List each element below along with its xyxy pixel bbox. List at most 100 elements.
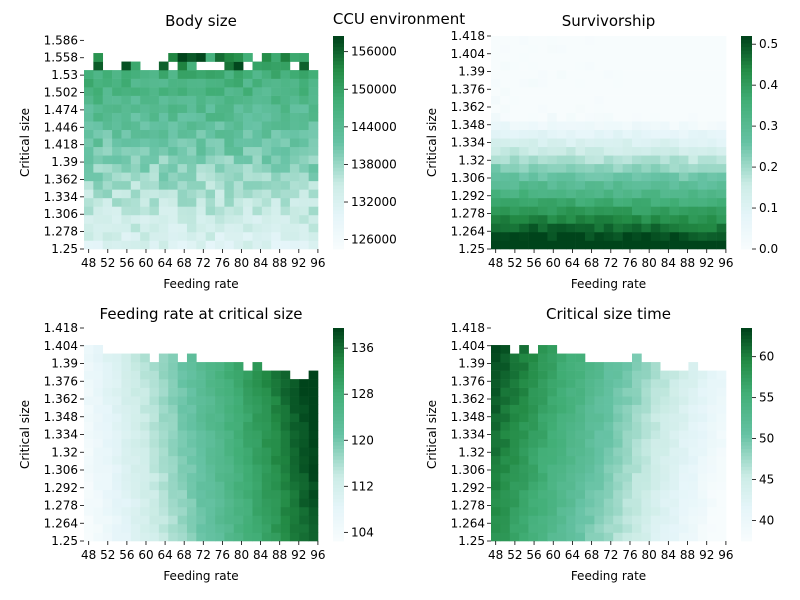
heatmap-cell bbox=[622, 223, 633, 233]
heatmap-cell bbox=[121, 489, 132, 499]
heatmap-cell bbox=[186, 506, 197, 516]
heatmap-cell bbox=[112, 70, 122, 79]
heatmap-cell bbox=[622, 240, 633, 250]
heatmap-cell bbox=[491, 129, 501, 139]
heatmap-cell bbox=[168, 163, 178, 173]
heatmap-cell bbox=[641, 404, 652, 414]
heatmap-cell bbox=[93, 155, 104, 165]
colorbar-segment bbox=[741, 331, 752, 336]
heatmap-cell bbox=[261, 78, 272, 88]
heatmap-cell bbox=[243, 506, 253, 516]
heatmap-cell bbox=[716, 197, 727, 207]
colorbar-segment bbox=[333, 121, 344, 126]
heatmap-cell bbox=[140, 413, 150, 423]
heatmap-cell bbox=[538, 345, 548, 354]
heatmap-cell bbox=[289, 189, 300, 199]
heatmap-cell bbox=[528, 421, 539, 431]
heatmap-cell bbox=[519, 532, 529, 542]
heatmap-cell bbox=[215, 438, 225, 448]
heatmap-cell bbox=[575, 447, 586, 457]
heatmap-cell bbox=[299, 112, 309, 122]
heatmap-cell bbox=[299, 447, 309, 457]
heatmap-cell bbox=[261, 413, 272, 423]
heatmap-cell bbox=[566, 404, 576, 414]
heatmap-cell bbox=[308, 163, 319, 173]
colorbar-segment bbox=[741, 135, 752, 140]
heatmap-cell bbox=[613, 506, 623, 516]
heatmap-cell bbox=[271, 129, 281, 139]
heatmap-cell bbox=[688, 498, 699, 508]
heatmap-cell bbox=[177, 155, 188, 165]
x-tick-label: 64 bbox=[565, 256, 580, 270]
heatmap-cell bbox=[280, 112, 291, 122]
heatmap-cell bbox=[575, 36, 586, 45]
heatmap-cell bbox=[632, 78, 642, 88]
heatmap-cell bbox=[538, 121, 548, 131]
heatmap-cell bbox=[594, 104, 605, 113]
heatmap-cell bbox=[660, 515, 670, 525]
heatmap-cell bbox=[491, 87, 501, 96]
heatmap-cell bbox=[585, 396, 595, 405]
heatmap-cell bbox=[650, 498, 661, 508]
heatmap-cell bbox=[186, 70, 197, 79]
heatmap-cell bbox=[585, 231, 595, 241]
heatmap-cell bbox=[121, 396, 132, 405]
heatmap-cell bbox=[491, 78, 501, 88]
heatmap-cell bbox=[538, 489, 548, 499]
x-tick-label: 76 bbox=[215, 548, 230, 562]
heatmap-cell bbox=[528, 129, 539, 139]
heatmap-cell bbox=[308, 379, 319, 388]
heatmap-cell bbox=[688, 231, 699, 241]
heatmap-cell bbox=[603, 498, 614, 508]
heatmap-cell bbox=[308, 515, 319, 525]
heatmap-cell bbox=[112, 172, 122, 182]
heatmap-cell bbox=[215, 197, 225, 207]
heatmap-cell bbox=[566, 223, 576, 233]
heatmap-cell bbox=[641, 387, 652, 397]
heatmap-cell bbox=[575, 163, 586, 173]
heatmap-cell bbox=[102, 489, 113, 499]
heatmap-cell bbox=[641, 44, 652, 54]
heatmap-cell bbox=[215, 155, 225, 165]
heatmap-cell bbox=[271, 240, 281, 250]
heatmap-cell bbox=[519, 413, 529, 423]
heatmap-cell bbox=[112, 413, 122, 423]
heatmap-cell bbox=[707, 404, 717, 414]
heatmap-cell bbox=[224, 370, 235, 380]
heatmap-cell bbox=[289, 387, 300, 397]
heatmap-cell bbox=[252, 146, 263, 156]
heatmap-cell bbox=[224, 180, 235, 190]
heatmap-cell bbox=[603, 387, 614, 397]
colorbar-segment bbox=[741, 245, 752, 250]
heatmap-cell bbox=[224, 138, 235, 148]
heatmap-cell bbox=[140, 138, 150, 148]
heatmap-cell bbox=[669, 223, 680, 233]
x-axis-label: Feeding rate bbox=[571, 277, 646, 291]
heatmap-cell bbox=[679, 104, 689, 113]
heatmap-cell bbox=[509, 472, 520, 482]
heatmap-cells bbox=[84, 53, 319, 250]
heatmap-cell bbox=[252, 370, 263, 380]
heatmap-cell bbox=[243, 180, 253, 190]
heatmap-cell bbox=[158, 489, 169, 499]
heatmap-cell bbox=[215, 189, 225, 199]
x-tick-label: 60 bbox=[546, 548, 561, 562]
colorbar-segment bbox=[333, 153, 344, 158]
heatmap-cell bbox=[603, 163, 614, 173]
heatmap-cell bbox=[93, 515, 104, 525]
x-tick-label: 60 bbox=[138, 548, 153, 562]
heatmap-cell bbox=[112, 362, 122, 371]
heatmap-cell bbox=[509, 240, 520, 250]
heatmap-cell bbox=[289, 87, 300, 96]
heatmap-cell bbox=[688, 464, 699, 474]
heatmap-cell bbox=[186, 87, 197, 96]
heatmap-cell bbox=[697, 464, 708, 474]
heatmap-cell bbox=[575, 53, 586, 62]
heatmap-cell bbox=[102, 362, 113, 371]
heatmap-cell bbox=[299, 231, 309, 241]
heatmap-cell bbox=[650, 189, 661, 199]
heatmap-cell bbox=[575, 515, 586, 525]
